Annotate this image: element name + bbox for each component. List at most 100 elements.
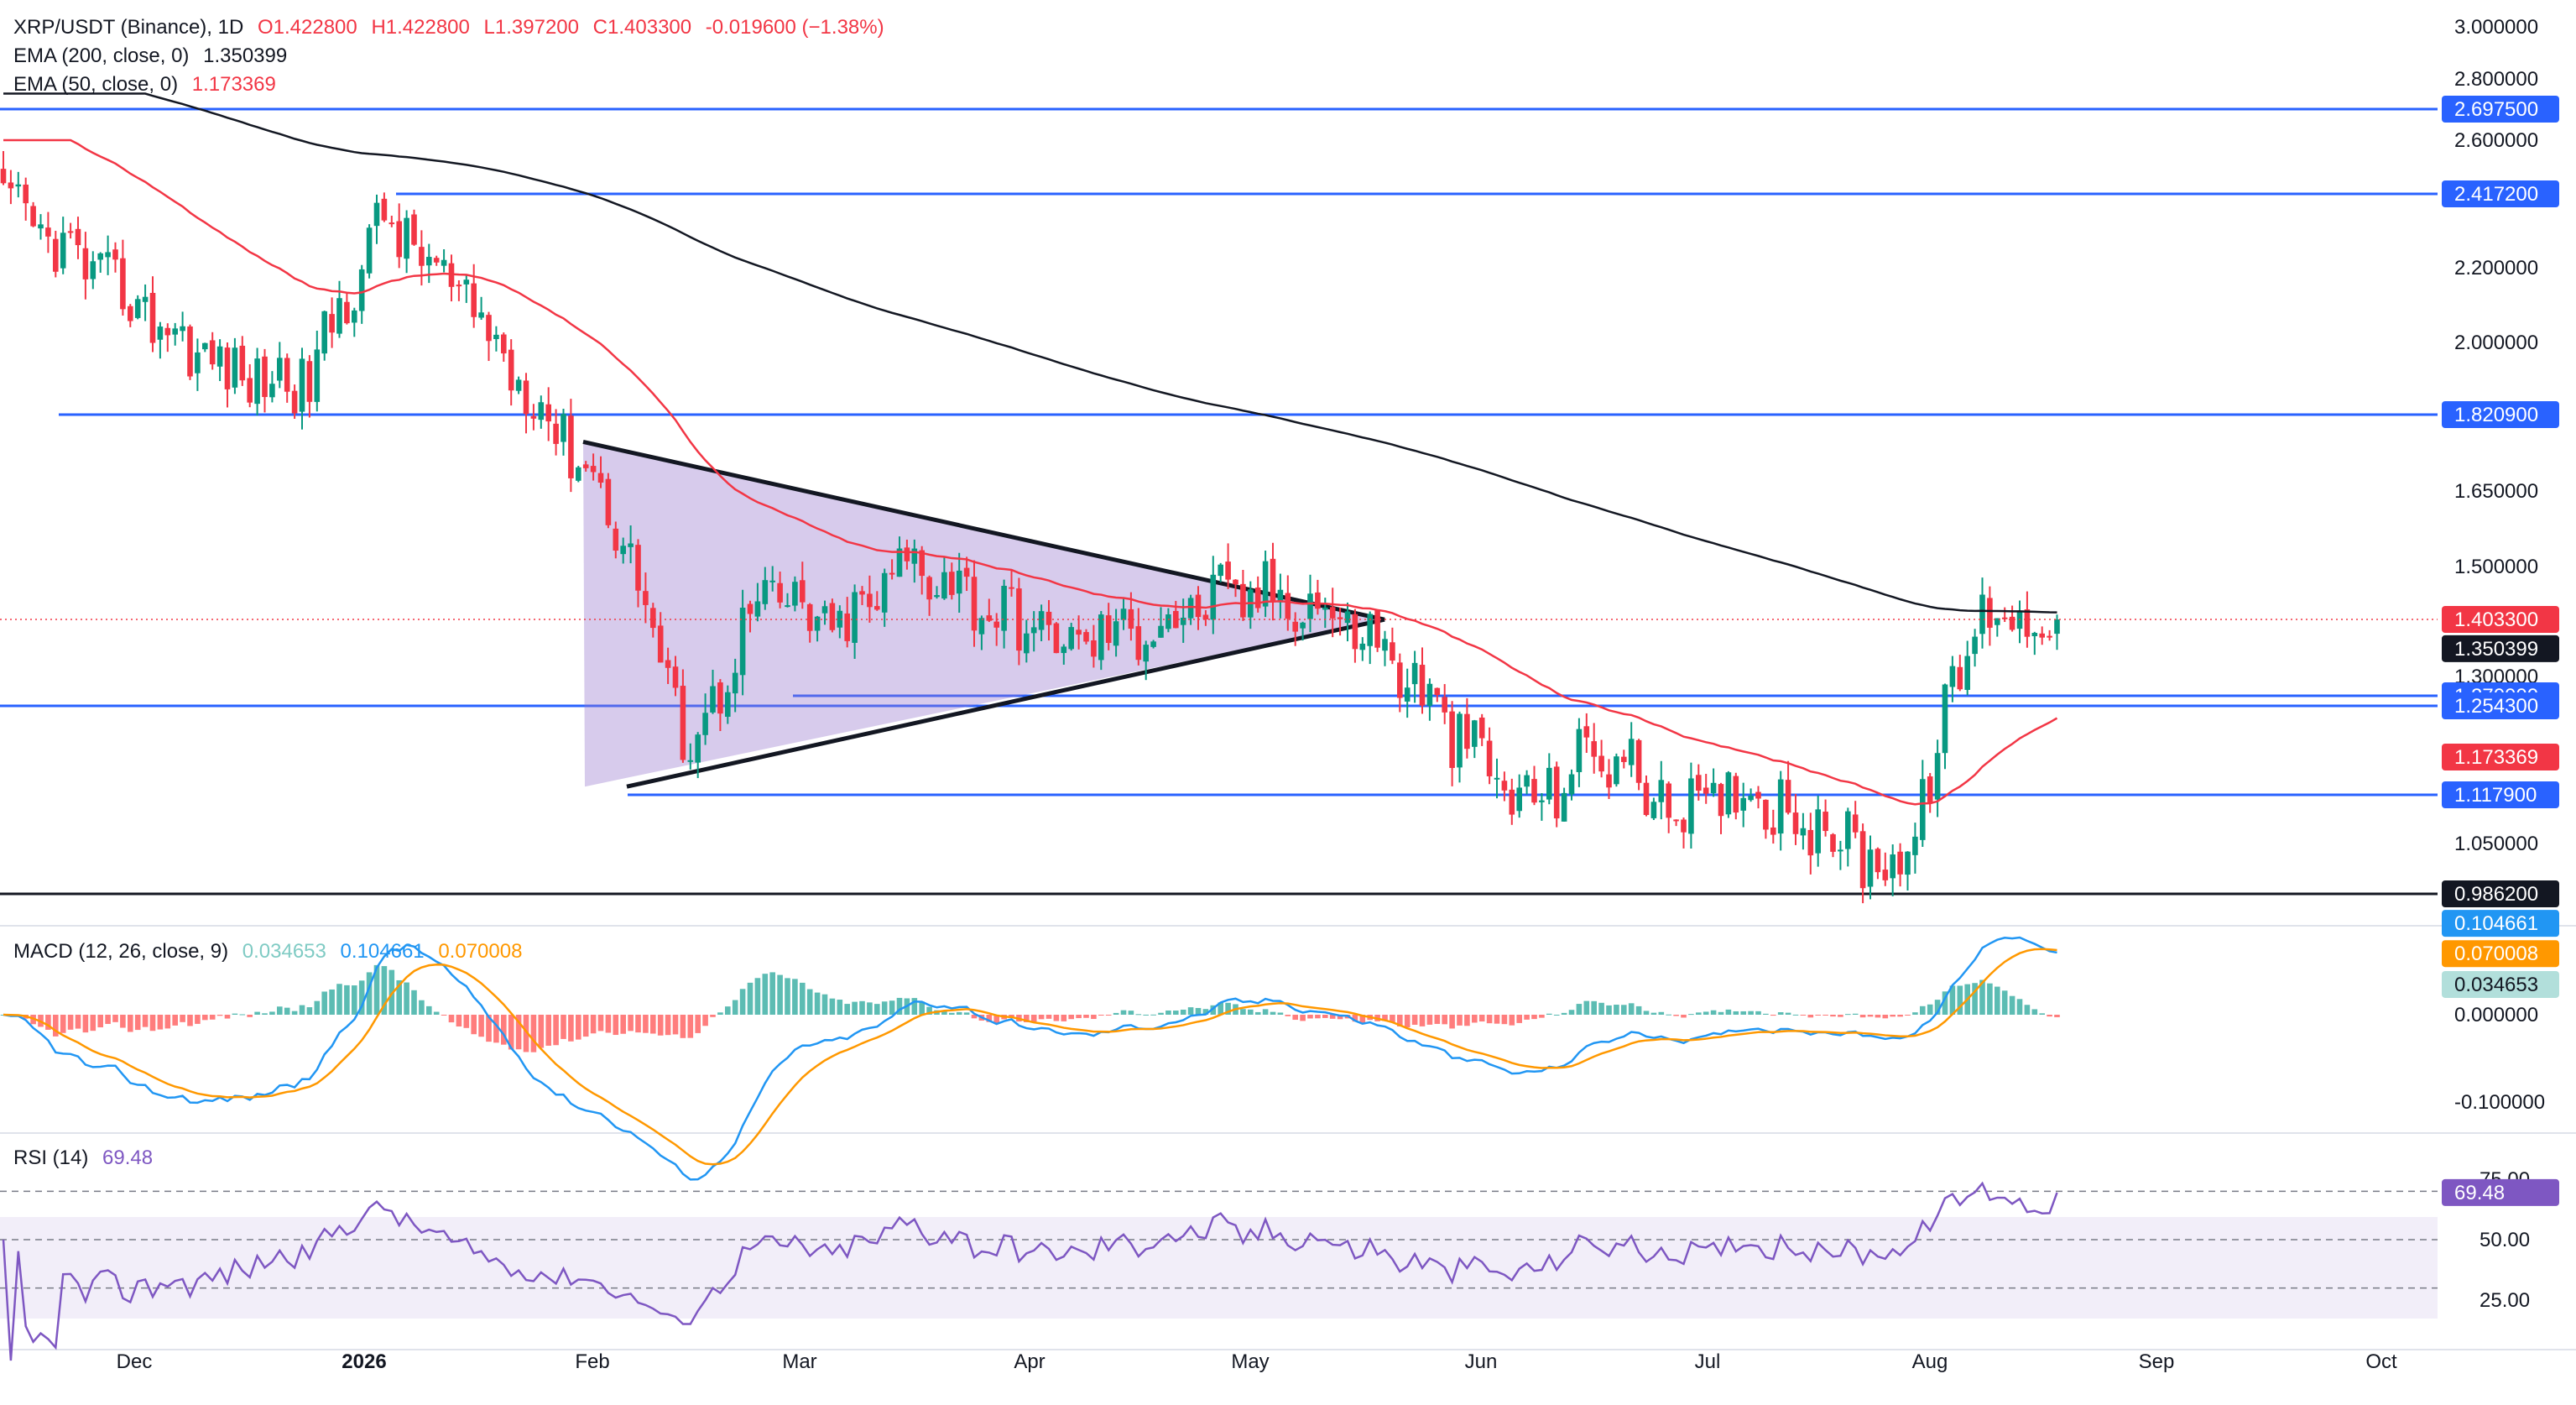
candle-body	[1987, 598, 1993, 628]
candle-body	[971, 577, 978, 631]
candle-body	[1912, 836, 1918, 855]
ema50-tag-bg	[2442, 744, 2559, 770]
legend-rsi-label: RSI (14)	[13, 1146, 89, 1169]
macd-histogram-bar	[269, 1011, 275, 1015]
candle-body	[1442, 697, 1447, 713]
macd-histogram-bar	[441, 1015, 447, 1016]
candle-body	[1725, 772, 1732, 815]
macd-histogram-bar	[1382, 1015, 1388, 1021]
macd-histogram-bar	[650, 1015, 656, 1034]
macd-histogram-bar	[105, 1015, 111, 1024]
candle-body	[1434, 687, 1441, 696]
macd-histogram-bar	[1053, 1015, 1060, 1021]
macd-histogram-bar	[1173, 1011, 1179, 1015]
price-axis-tick: 1.500000	[2454, 556, 2538, 578]
candle-body	[1539, 800, 1545, 802]
candle-body	[1905, 851, 1911, 875]
candle-body	[254, 358, 260, 405]
macd-histogram-bar	[590, 1015, 597, 1034]
candle-body	[1614, 756, 1619, 785]
macd-histogram-bar	[919, 1001, 925, 1015]
candle-body	[1449, 711, 1455, 769]
macd-histogram-bar	[1254, 1011, 1261, 1015]
macd-histogram-bar	[239, 1014, 246, 1016]
macd-histogram-bar	[1748, 1011, 1754, 1015]
candle-body	[710, 686, 716, 713]
candle-body	[837, 610, 843, 628]
candle-body	[1524, 775, 1530, 787]
candle-body	[1053, 623, 1060, 654]
macd-histogram-bar	[1120, 1010, 1127, 1015]
macd-histogram-bar	[1270, 1011, 1276, 1015]
macd-histogram-bar	[1987, 983, 1993, 1015]
candle-body	[635, 545, 641, 591]
macd-histogram-bar	[993, 1015, 999, 1024]
macd-histogram-bar	[1113, 1012, 1119, 1015]
candle-body	[142, 296, 149, 302]
macd-histogram-bar	[754, 978, 761, 1015]
candle-body	[187, 326, 193, 377]
candle-body	[597, 473, 604, 483]
macd-histogram-bar	[1285, 1015, 1291, 1016]
legend-macd-hist: 0.034653	[242, 940, 326, 963]
candle-body	[128, 306, 133, 321]
candle-body	[941, 572, 947, 599]
macd-histogram-bar	[358, 980, 365, 1015]
candle-body	[926, 577, 932, 600]
ema50-tag: 1.173369	[2454, 746, 2538, 769]
macd-histogram-bar	[844, 1004, 850, 1015]
macd-histogram-bar	[1688, 1014, 1694, 1016]
date-axis-tick: Dec	[117, 1350, 153, 1373]
candle-body	[1076, 629, 1082, 635]
macd-histogram-bar	[852, 1001, 858, 1015]
legend-low: L1.397200	[483, 16, 579, 39]
level-tag-1.820900-bg	[2442, 401, 2559, 428]
macd-histogram-bar	[1792, 1014, 1799, 1016]
macd-histogram-bar	[672, 1015, 679, 1035]
macd-histogram-bar	[180, 1015, 185, 1022]
candle-body	[352, 310, 357, 323]
macd-histogram-bar	[1890, 1015, 1895, 1017]
macd-histogram-bar	[1807, 1015, 1814, 1018]
price-axis-tick: 2.200000	[2454, 257, 2538, 279]
candle-body	[2039, 633, 2045, 638]
macd-histogram-bar	[1509, 1015, 1515, 1026]
macd-histogram-bar	[1568, 1010, 1575, 1015]
candle-body	[695, 734, 701, 763]
candle-body	[404, 217, 409, 259]
candle-body	[1658, 780, 1665, 802]
date-axis-tick: 2026	[342, 1350, 386, 1373]
candle-body	[1561, 792, 1567, 822]
macd-histogram-bar	[1777, 1012, 1784, 1015]
candle-body	[373, 202, 380, 227]
candle-body	[1568, 774, 1575, 795]
macd-histogram-bar	[881, 1001, 888, 1015]
macd-histogram-bar	[404, 982, 409, 1015]
candle-body	[1030, 627, 1037, 634]
candle-body	[1173, 610, 1179, 629]
date-axis-tick: Feb	[575, 1350, 609, 1373]
candle-body	[67, 231, 74, 233]
macd-histogram-bar	[232, 1013, 238, 1015]
candle-body	[1202, 614, 1209, 620]
candle-body	[2054, 619, 2060, 635]
macd-histogram-bar	[1650, 1012, 1657, 1015]
macd-histogram-bar	[1352, 1015, 1358, 1022]
legend-ema200-value: 1.350399	[203, 44, 288, 67]
candle-body	[381, 198, 388, 221]
candle-body	[1710, 782, 1717, 794]
candle-body	[23, 184, 29, 204]
candle-body	[859, 591, 865, 595]
candle-body	[1927, 776, 1933, 802]
macd-histogram-bar	[568, 1015, 574, 1042]
candle-body	[1083, 632, 1089, 642]
candle-body	[949, 572, 955, 595]
candle-body	[1233, 579, 1238, 585]
macd-histogram-bar	[1135, 1014, 1142, 1016]
macd-histogram-bar	[1852, 1013, 1859, 1015]
macd-line	[3, 936, 2057, 1181]
macd-histogram-bar	[1262, 1009, 1269, 1015]
macd-histogram-bar	[1091, 1015, 1097, 1020]
ema200-tag-bg	[2442, 635, 2559, 662]
